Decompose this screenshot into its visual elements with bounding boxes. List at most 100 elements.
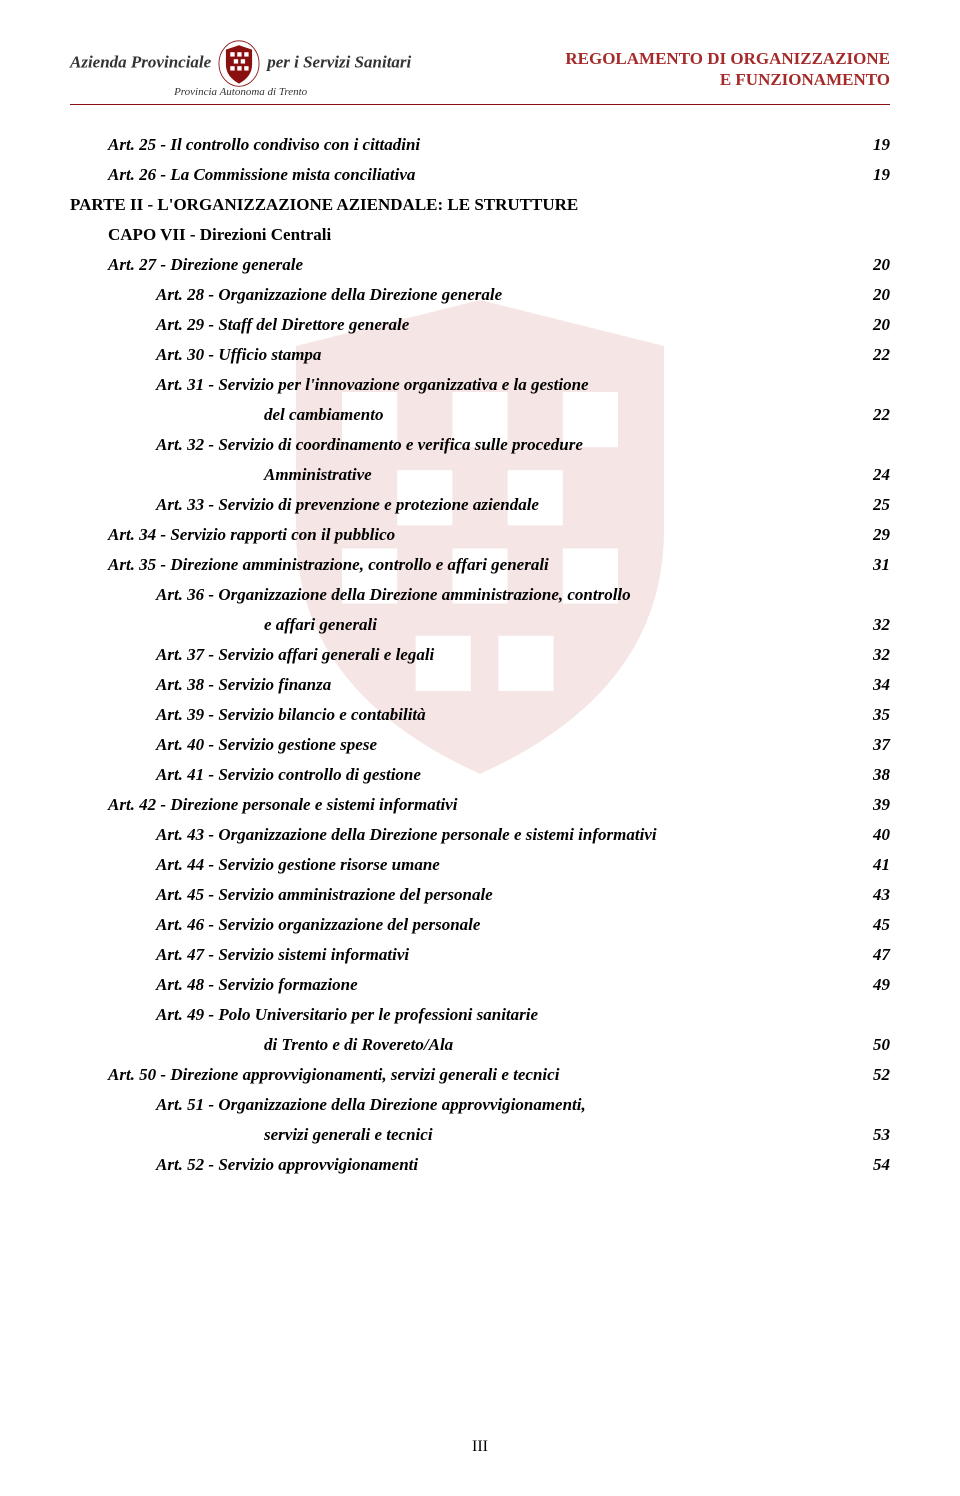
toc-row: Art. 38 - Servizio finanza34 xyxy=(70,675,890,695)
toc-entry-page: 37 xyxy=(850,735,890,755)
org-logo-block: Azienda Provinciale per i Servizi Sani xyxy=(70,40,411,98)
toc-row: Art. 43 - Organizzazione della Direzione… xyxy=(70,825,890,845)
toc-entry-page: 25 xyxy=(850,495,890,515)
toc-row: Art. 29 - Staff del Direttore generale20 xyxy=(70,315,890,335)
toc-entry-text: Amministrative xyxy=(70,465,850,485)
document-page: Azienda Provinciale per i Servizi Sani xyxy=(0,0,960,1496)
toc-row: Art. 39 - Servizio bilancio e contabilit… xyxy=(70,705,890,725)
toc-entry-text: Art. 36 - Organizzazione della Direzione… xyxy=(70,585,850,605)
toc-entry-text: Art. 35 - Direzione amministrazione, con… xyxy=(70,555,850,575)
toc-entry-page: 35 xyxy=(850,705,890,725)
header-left: Azienda Provinciale per i Servizi Sani xyxy=(70,40,411,98)
toc-row: Art. 28 - Organizzazione della Direzione… xyxy=(70,285,890,305)
toc-entry-text: Art. 52 - Servizio approvvigionamenti xyxy=(70,1155,850,1175)
header-right: REGOLAMENTO DI ORGANIZZAZIONE E FUNZIONA… xyxy=(565,48,890,91)
toc-row: Art. 48 - Servizio formazione49 xyxy=(70,975,890,995)
toc-row: Art. 32 - Servizio di coordinamento e ve… xyxy=(70,435,890,455)
toc-entry-text: Art. 44 - Servizio gestione risorse uman… xyxy=(70,855,850,875)
toc-row: Amministrative24 xyxy=(70,465,890,485)
toc-entry-text: Art. 37 - Servizio affari generali e leg… xyxy=(70,645,850,665)
toc-entry-text: Art. 33 - Servizio di prevenzione e prot… xyxy=(70,495,850,515)
toc-entry-text: Art. 30 - Ufficio stampa xyxy=(70,345,850,365)
toc-entry-text: di Trento e di Rovereto/Ala xyxy=(70,1035,850,1055)
toc-row: Art. 45 - Servizio amministrazione del p… xyxy=(70,885,890,905)
toc-content: Art. 25 - Il controllo condiviso con i c… xyxy=(70,135,890,1175)
toc-row: PARTE II - L'ORGANIZZAZIONE AZIENDALE: L… xyxy=(70,195,890,215)
toc-entry-text: Art. 40 - Servizio gestione spese xyxy=(70,735,850,755)
toc-row: Art. 41 - Servizio controllo di gestione… xyxy=(70,765,890,785)
toc-entry-text: Art. 47 - Servizio sistemi informativi xyxy=(70,945,850,965)
toc-entry-text: Art. 39 - Servizio bilancio e contabilit… xyxy=(70,705,850,725)
toc-entry-text: Art. 43 - Organizzazione della Direzione… xyxy=(70,825,850,845)
header-divider xyxy=(70,104,890,105)
toc-entry-page: 41 xyxy=(850,855,890,875)
page-number: III xyxy=(0,1438,960,1456)
toc-row: Art. 33 - Servizio di prevenzione e prot… xyxy=(70,495,890,515)
toc-entry-page: 54 xyxy=(850,1155,890,1175)
toc-entry-page: 32 xyxy=(850,615,890,635)
header-title-2: E FUNZIONAMENTO xyxy=(565,69,890,90)
toc-row: Art. 40 - Servizio gestione spese37 xyxy=(70,735,890,755)
toc-entry-text: Art. 49 - Polo Universitario per le prof… xyxy=(70,1005,850,1025)
toc-entry-text: Art. 42 - Direzione personale e sistemi … xyxy=(70,795,850,815)
toc-entry-page: 47 xyxy=(850,945,890,965)
org-subtitle: Provincia Autonoma di Trento xyxy=(70,86,411,98)
toc-entry-page: 49 xyxy=(850,975,890,995)
toc-entry-page: 22 xyxy=(850,405,890,425)
toc-entry-page: 43 xyxy=(850,885,890,905)
toc-entry-text: Art. 46 - Servizio organizzazione del pe… xyxy=(70,915,850,935)
toc-entry-page: 38 xyxy=(850,765,890,785)
toc-entry-page: 32 xyxy=(850,645,890,665)
toc-entry-page: 20 xyxy=(850,285,890,305)
header-title-1: REGOLAMENTO DI ORGANIZZAZIONE xyxy=(565,48,890,69)
toc-row: Art. 30 - Ufficio stampa22 xyxy=(70,345,890,365)
toc-row: servizi generali e tecnici53 xyxy=(70,1125,890,1145)
toc-row: di Trento e di Rovereto/Ala50 xyxy=(70,1035,890,1055)
toc-entry-page: 40 xyxy=(850,825,890,845)
toc-entry-page: 19 xyxy=(850,165,890,185)
toc-entry-text: Art. 48 - Servizio formazione xyxy=(70,975,850,995)
toc-entry-page: 19 xyxy=(850,135,890,155)
toc-entry-text: PARTE II - L'ORGANIZZAZIONE AZIENDALE: L… xyxy=(70,195,850,215)
toc-entry-text: Art. 50 - Direzione approvvigionamenti, … xyxy=(70,1065,850,1085)
toc-entry-text: CAPO VII - Direzioni Centrali xyxy=(70,225,850,245)
toc-entry-text: Art. 25 - Il controllo condiviso con i c… xyxy=(70,135,850,155)
toc-row: Art. 49 - Polo Universitario per le prof… xyxy=(70,1005,890,1025)
toc-entry-text: Art. 45 - Servizio amministrazione del p… xyxy=(70,885,850,905)
page-header: Azienda Provinciale per i Servizi Sani xyxy=(70,40,890,98)
toc-row: Art. 26 - La Commissione mista conciliat… xyxy=(70,165,890,185)
toc-entry-page: 29 xyxy=(850,525,890,545)
toc-entry-page: 24 xyxy=(850,465,890,485)
toc-row: Art. 31 - Servizio per l'innovazione org… xyxy=(70,375,890,395)
toc-entry-text: del cambiamento xyxy=(70,405,850,425)
toc-entry-text: Art. 31 - Servizio per l'innovazione org… xyxy=(70,375,850,395)
toc-entry-text: Art. 38 - Servizio finanza xyxy=(70,675,850,695)
toc-row: Art. 36 - Organizzazione della Direzione… xyxy=(70,585,890,605)
toc-row: Art. 34 - Servizio rapporti con il pubbl… xyxy=(70,525,890,545)
toc-row: del cambiamento22 xyxy=(70,405,890,425)
toc-row: Art. 25 - Il controllo condiviso con i c… xyxy=(70,135,890,155)
toc-row: Art. 35 - Direzione amministrazione, con… xyxy=(70,555,890,575)
toc-row: Art. 51 - Organizzazione della Direzione… xyxy=(70,1095,890,1115)
toc-entry-text: Art. 29 - Staff del Direttore generale xyxy=(70,315,850,335)
toc-entry-text: e affari generali xyxy=(70,615,850,635)
org-name-2: per i Servizi Sanitari xyxy=(267,53,411,72)
toc-row: e affari generali32 xyxy=(70,615,890,635)
toc-entry-page: 52 xyxy=(850,1065,890,1085)
toc-entry-page: 22 xyxy=(850,345,890,365)
toc-entry-text: Art. 51 - Organizzazione della Direzione… xyxy=(70,1095,850,1115)
toc-row: Art. 44 - Servizio gestione risorse uman… xyxy=(70,855,890,875)
toc-entry-page: 50 xyxy=(850,1035,890,1055)
toc-row: Art. 52 - Servizio approvvigionamenti54 xyxy=(70,1155,890,1175)
toc-entry-page: 45 xyxy=(850,915,890,935)
toc-row: Art. 37 - Servizio affari generali e leg… xyxy=(70,645,890,665)
toc-entry-page: 31 xyxy=(850,555,890,575)
toc-row: Art. 47 - Servizio sistemi informativi47 xyxy=(70,945,890,965)
toc-entry-text: Art. 26 - La Commissione mista conciliat… xyxy=(70,165,850,185)
toc-entry-text: Art. 28 - Organizzazione della Direzione… xyxy=(70,285,850,305)
toc-entry-page: 20 xyxy=(850,315,890,335)
toc-entry-text: Art. 27 - Direzione generale xyxy=(70,255,850,275)
toc-entry-text: Art. 32 - Servizio di coordinamento e ve… xyxy=(70,435,850,455)
toc-entry-page: 39 xyxy=(850,795,890,815)
toc-row: Art. 42 - Direzione personale e sistemi … xyxy=(70,795,890,815)
